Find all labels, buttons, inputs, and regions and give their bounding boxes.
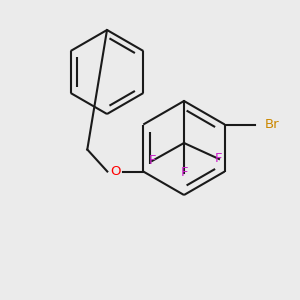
Text: F: F [180, 167, 188, 179]
Text: F: F [148, 154, 156, 167]
Text: F: F [215, 152, 223, 166]
Text: Br: Br [265, 118, 279, 131]
Text: O: O [110, 165, 121, 178]
